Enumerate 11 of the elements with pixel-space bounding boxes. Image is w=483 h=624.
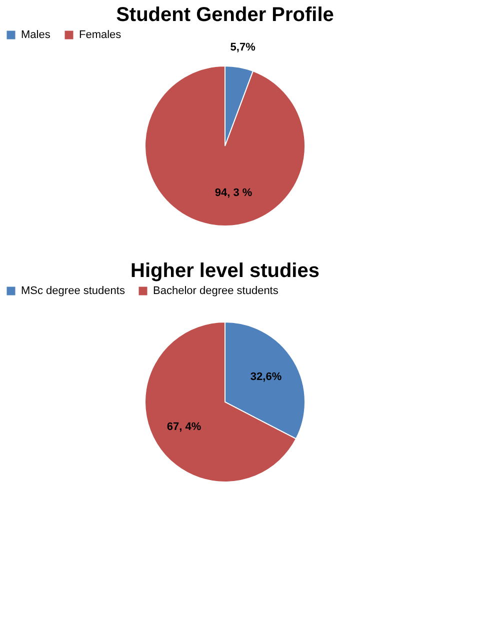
legend-label: Males	[21, 29, 51, 41]
data-label: 32,6%	[250, 371, 282, 384]
legend-label: Females	[79, 29, 122, 41]
legend-label: Bachelor degree students	[153, 285, 279, 297]
data-label: 67, 4%	[166, 420, 202, 433]
chart-title: Student Gender Profile	[116, 4, 334, 26]
pie-slice	[144, 66, 306, 226]
chart-title: Higher level studies	[130, 260, 320, 282]
legend-label: MSc degree students	[21, 285, 126, 297]
data-label: 94, 3 %	[214, 187, 252, 200]
data-label: 5,7%	[230, 42, 256, 54]
